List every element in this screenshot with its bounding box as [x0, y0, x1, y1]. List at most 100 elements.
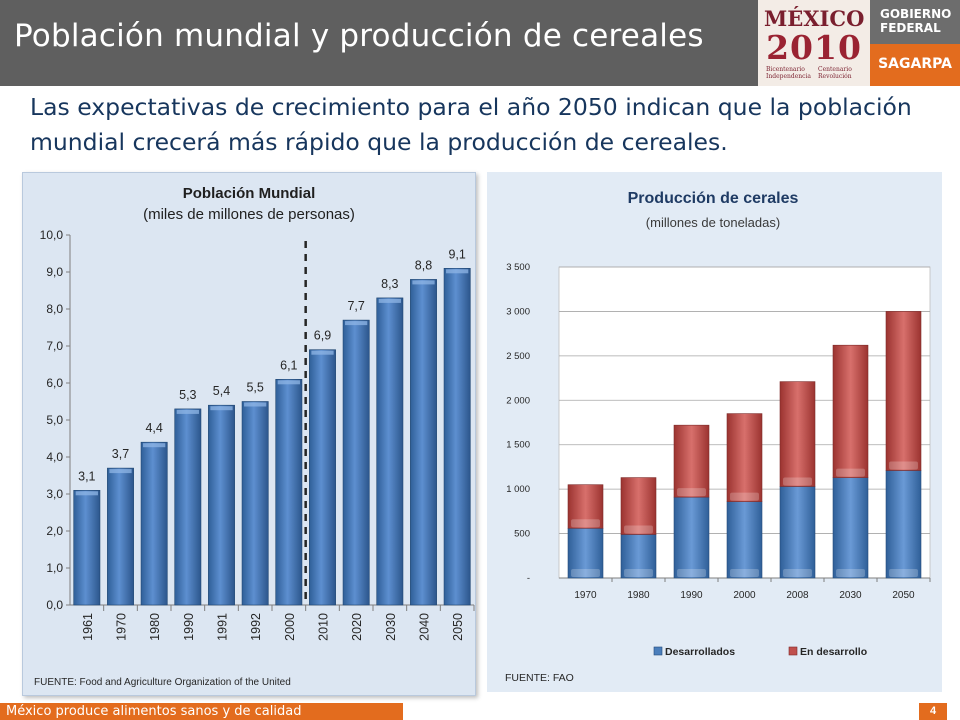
cereal-bar-bevel — [889, 461, 918, 470]
population-x-tick-label: 2040 — [418, 613, 432, 641]
population-y-tick-label: 1,0 — [46, 561, 63, 575]
footer-text: México produce alimentos sanos y de cali… — [6, 704, 302, 719]
cereal-bar-bevel — [836, 569, 865, 577]
cereal-x-tick-label: 2000 — [733, 590, 756, 601]
cereal-y-tick-label: 500 — [514, 529, 530, 540]
cereal-bar-desarrollados — [885, 470, 922, 579]
population-bar-highlight — [176, 409, 199, 414]
population-x-tick-label: 1980 — [148, 613, 162, 641]
population-bar — [140, 441, 168, 606]
population-y-tick-label: 0,0 — [46, 598, 63, 612]
cereal-bar-desarrollados — [726, 501, 763, 579]
legend-swatch-en-desarrollo — [788, 646, 798, 656]
legend-swatch-desarrollados — [653, 646, 663, 656]
population-bar-highlight — [378, 298, 401, 303]
population-chart-title: Población Mundial — [183, 185, 316, 202]
population-bar — [241, 401, 269, 606]
population-bar-highlight — [210, 406, 233, 411]
population-x-tick-label: 1961 — [81, 613, 95, 641]
population-value-label: 7,7 — [347, 299, 364, 313]
cereal-bar-bevel — [677, 569, 706, 577]
population-bar-highlight — [244, 402, 267, 407]
footer-bar: México produce alimentos sanos y de cali… — [0, 703, 403, 720]
population-chart-subtitle: (miles de millones de personas) — [143, 206, 355, 223]
population-y-tick-label: 6,0 — [46, 376, 63, 390]
population-bar — [208, 404, 235, 606]
logo-bicentenario: Bicentenario Independencia — [766, 66, 811, 80]
population-bar-highlight — [412, 280, 435, 285]
population-value-label: 4,4 — [145, 421, 162, 435]
population-x-tick-label: 2050 — [451, 613, 465, 641]
mexico-2010-logo: MÉXICO 2010 Bicentenario Independencia C… — [758, 0, 870, 86]
cereal-bar-en-desarrollo — [726, 413, 763, 502]
cereal-bar-bevel — [624, 569, 653, 577]
population-y-tick-label: 7,0 — [46, 339, 63, 353]
population-bar — [410, 279, 437, 606]
cereal-x-tick-label: 2050 — [892, 590, 915, 601]
population-y-tick-label: 5,0 — [46, 413, 63, 427]
population-value-label: 5,5 — [246, 381, 263, 395]
cereal-y-tick-label: 3 500 — [506, 262, 530, 273]
cereal-x-tick-label: 1990 — [680, 590, 703, 601]
cereal-x-tick-label: 2030 — [839, 590, 862, 601]
population-bar-highlight — [311, 350, 334, 355]
cereal-y-tick-label: 3 000 — [506, 306, 530, 317]
cereal-bar-bevel — [783, 477, 812, 486]
cereal-chart-subtitle: (millones de toneladas) — [646, 215, 780, 230]
cereal-source-note: FUENTE: FAO — [505, 672, 574, 684]
cereal-bar-en-desarrollo — [832, 344, 869, 478]
legend-label-desarrollados: Desarrollados — [665, 646, 735, 658]
population-y-tick-label: 3,0 — [46, 487, 63, 501]
population-bar — [275, 379, 303, 606]
cereal-x-tick-label: 2008 — [786, 590, 809, 601]
cereal-bar-desarrollados — [673, 496, 710, 579]
sagarpa-logo: SAGARPA — [870, 44, 960, 86]
cereal-bar-desarrollados — [779, 486, 816, 579]
population-chart: Población Mundial (miles de millones de p… — [34, 185, 475, 688]
cereal-bar-en-desarrollo — [885, 311, 922, 471]
cereal-chart-title: Producción de cerales — [628, 190, 799, 207]
slide-subtitle: Las expectativas de crecimiento para el … — [30, 93, 912, 156]
population-bar — [107, 467, 134, 606]
legend-label-en-desarrollo: En desarrollo — [800, 646, 867, 658]
page-title: Población mundial y producción de cereal… — [14, 18, 704, 54]
population-bar — [376, 297, 404, 606]
population-chart-panel: Población Mundial (miles de millones de p… — [22, 172, 476, 696]
cereal-bar-en-desarrollo — [620, 477, 657, 535]
cereal-bar-desarrollados — [620, 534, 657, 579]
cereal-bar-bevel — [677, 488, 706, 497]
population-value-label: 6,1 — [280, 358, 297, 372]
population-bar-highlight — [75, 491, 98, 496]
population-bar-highlight — [446, 269, 469, 274]
cereal-bar-bevel — [730, 569, 759, 577]
logo-gobierno-text: GOBIERNO FEDERAL — [880, 7, 952, 35]
cereal-bar-bevel — [836, 468, 865, 477]
population-x-tick-label: 1992 — [249, 613, 263, 641]
cereal-y-tick-label: 2 000 — [506, 395, 530, 406]
population-y-tick-label: 2,0 — [46, 524, 63, 538]
cereal-bar-bevel — [624, 525, 653, 534]
logo-mexico-year: 2010 — [766, 28, 862, 67]
cereal-y-tick-label: 1 000 — [506, 484, 530, 495]
cereal-bar-desarrollados — [567, 527, 604, 579]
population-bar — [342, 319, 370, 606]
cereal-bar-en-desarrollo — [567, 484, 604, 529]
cereal-y-tick-label: 2 500 — [506, 351, 530, 362]
population-bar — [309, 349, 336, 606]
population-value-label: 6,9 — [314, 329, 331, 343]
population-bar-highlight — [345, 321, 368, 326]
population-bar — [443, 268, 471, 606]
gobierno-federal-logo: GOBIERNO FEDERAL — [870, 0, 960, 44]
population-x-tick-label: 2030 — [384, 613, 398, 641]
cereal-bar-en-desarrollo — [673, 424, 710, 498]
population-y-tick-label: 10,0 — [40, 228, 64, 242]
cereal-x-tick-label: 1980 — [627, 590, 650, 601]
population-value-label: 8,8 — [415, 258, 432, 272]
cereal-bar-en-desarrollo — [779, 381, 816, 487]
population-y-tick-label: 8,0 — [46, 302, 63, 316]
population-value-label: 3,1 — [78, 469, 95, 483]
population-y-tick-label: 4,0 — [46, 450, 63, 464]
cereal-bar-bevel — [571, 519, 600, 528]
population-x-tick-label: 1991 — [216, 613, 230, 641]
population-y-tick-label: 9,0 — [46, 265, 63, 279]
